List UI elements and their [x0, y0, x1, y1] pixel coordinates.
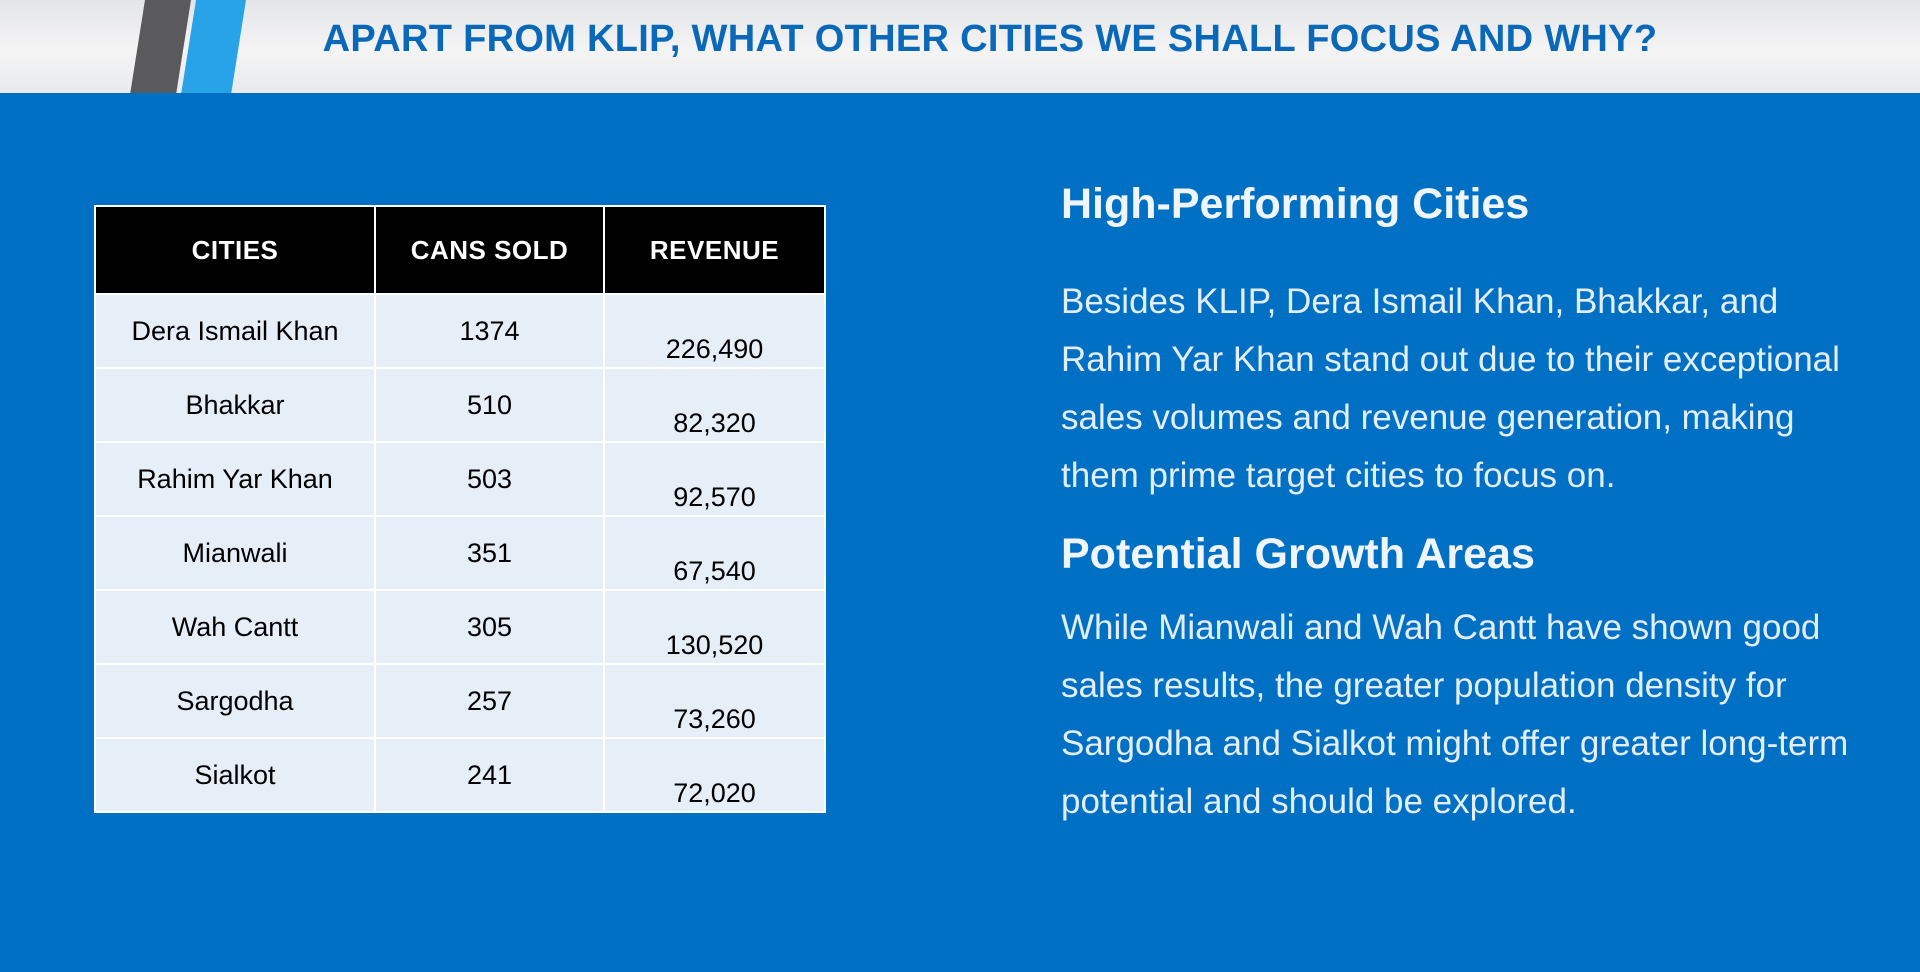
city-cell: Dera Ismail Khan	[94, 293, 376, 369]
revenue-cell: 92,570	[603, 441, 826, 517]
section-heading-potential-growth: Potential Growth Areas	[1061, 530, 1535, 578]
section-heading-high-performing: High-Performing Cities	[1061, 180, 1530, 228]
section-body-potential-growth: While Mianwali and Wah Cantt have shown …	[1061, 608, 1849, 821]
city-cell: Wah Cantt	[94, 589, 376, 665]
city-cell: Sargodha	[94, 663, 376, 739]
decorative-stripe-blue	[181, 0, 246, 93]
cans-sold-cell: 351	[374, 515, 605, 591]
cities-table: CITIES CANS SOLD REVENUE Dera Ismail Kha…	[94, 205, 826, 813]
city-cell: Bhakkar	[94, 367, 376, 443]
cans-sold-cell: 241	[374, 737, 605, 813]
revenue-cell: 72,020	[603, 737, 826, 813]
table-row: Wah Cantt 305 130,520	[94, 589, 826, 665]
cans-sold-cell: 257	[374, 663, 605, 739]
decorative-stripe-dark	[130, 0, 191, 93]
column-header-cans-sold: CANS SOLD	[374, 205, 605, 295]
slide-header: APART FROM KLIP, WHAT OTHER CITIES WE SH…	[0, 0, 1920, 93]
cans-sold-cell: 305	[374, 589, 605, 665]
cans-sold-cell: 503	[374, 441, 605, 517]
table-row: Sialkot 241 72,020	[94, 737, 826, 813]
table-row: Rahim Yar Khan 503 92,570	[94, 441, 826, 517]
city-cell: Mianwali	[94, 515, 376, 591]
table-row: Sargodha 257 73,260	[94, 663, 826, 739]
column-header-cities: CITIES	[94, 205, 376, 295]
city-cell: Rahim Yar Khan	[94, 441, 376, 517]
analysis-panel: High-Performing Cities Besides KLIP, Der…	[1061, 180, 1861, 831]
revenue-cell: 67,540	[603, 515, 826, 591]
table-row: Mianwali 351 67,540	[94, 515, 826, 591]
table-row: Bhakkar 510 82,320	[94, 367, 826, 443]
slide-title: APART FROM KLIP, WHAT OTHER CITIES WE SH…	[322, 18, 1658, 60]
cans-sold-cell: 510	[374, 367, 605, 443]
table-header-row: CITIES CANS SOLD REVENUE	[94, 205, 826, 295]
table-row: Dera Ismail Khan 1374 226,490	[94, 293, 826, 369]
city-cell: Sialkot	[94, 737, 376, 813]
section-body-high-performing: Besides KLIP, Dera Ismail Khan, Bhakkar,…	[1061, 282, 1840, 495]
revenue-cell: 73,260	[603, 663, 826, 739]
cans-sold-cell: 1374	[374, 293, 605, 369]
revenue-cell: 82,320	[603, 367, 826, 443]
column-header-revenue: REVENUE	[603, 205, 826, 295]
revenue-cell: 226,490	[603, 293, 826, 369]
revenue-cell: 130,520	[603, 589, 826, 665]
